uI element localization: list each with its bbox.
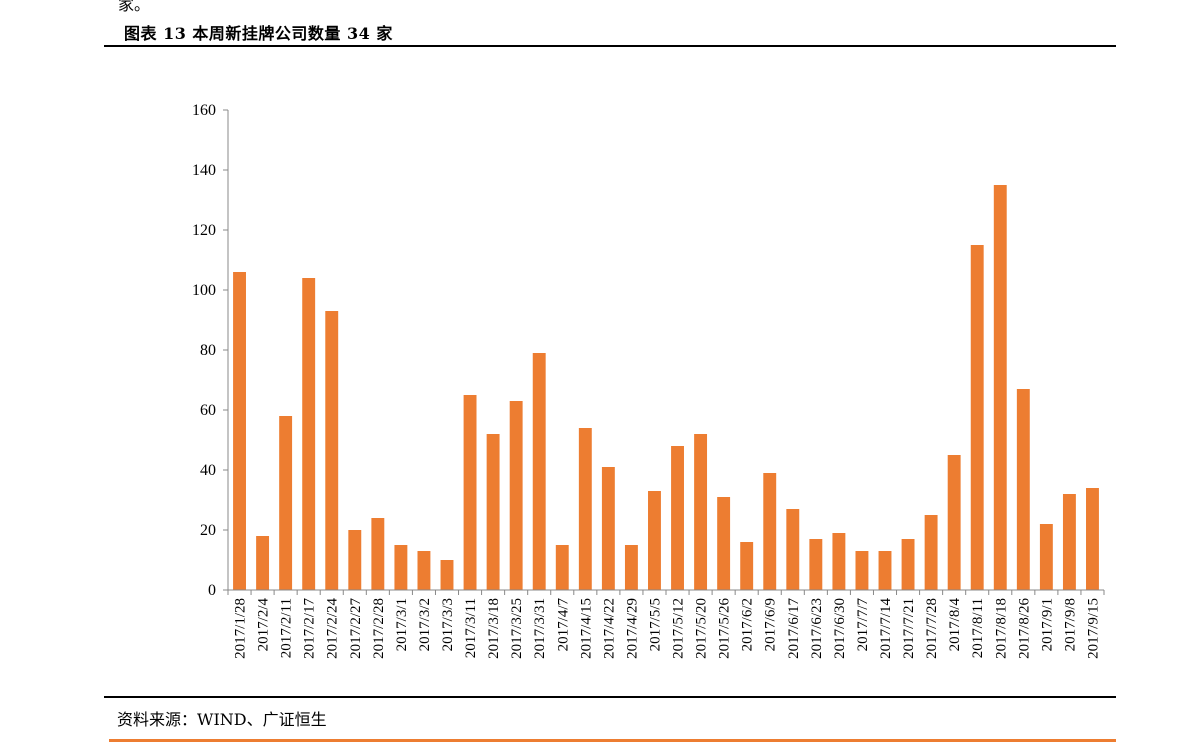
x-tick-label: 2017/3/18 (486, 598, 502, 659)
x-tick-label: 2017/2/28 (371, 598, 387, 659)
y-axis: 0 20 40 60 80 100 120 140 160 (192, 102, 229, 599)
bar (394, 545, 408, 590)
y-tick-label: 0 (208, 582, 216, 599)
bar (532, 353, 546, 590)
x-tick-label: 2017/3/2 (417, 598, 433, 651)
x-tick-label: 2017/6/9 (763, 598, 779, 651)
bar (648, 491, 661, 590)
bar (763, 473, 777, 590)
bar (486, 434, 500, 590)
bars (233, 185, 1099, 590)
bar (855, 551, 869, 590)
x-tick-label: 2017/4/22 (601, 598, 617, 659)
bar (924, 515, 938, 590)
bar (578, 428, 592, 590)
bar (624, 545, 638, 590)
y-tick-label: 140 (192, 162, 216, 179)
figure-title: 图表 13 本周新挂牌公司数量 34 家 (124, 24, 393, 43)
x-tick-label: 2017/5/5 (647, 598, 663, 651)
x-tick-label: 2017/6/2 (740, 598, 756, 651)
preceding-text-fragment: 家。 (118, 0, 151, 14)
bar (417, 551, 431, 590)
x-tick-label: 2017/5/20 (694, 598, 710, 659)
x-tick-label: 2017/2/4 (256, 598, 272, 652)
x-tick-label: 2017/1/28 (233, 598, 249, 659)
bar (555, 545, 569, 590)
bar (694, 434, 708, 590)
bar (1062, 494, 1076, 590)
x-tick-label: 2017/2/17 (302, 598, 318, 659)
bar (993, 185, 1007, 590)
bar (878, 551, 892, 590)
title-rule (104, 45, 1116, 47)
x-tick-label: 2017/7/21 (901, 598, 917, 659)
x-tick-label: 2017/4/15 (578, 598, 594, 659)
x-tick-label: 2017/4/7 (555, 598, 571, 652)
y-tick-label: 60 (200, 402, 216, 419)
x-tick-label: 2017/3/31 (532, 598, 548, 659)
x-tick-label: 2017/2/24 (325, 598, 341, 659)
x-tick-label: 2017/7/14 (878, 598, 894, 659)
x-tick-label: 2017/7/28 (924, 598, 940, 659)
bar (279, 416, 293, 590)
y-tick-label: 120 (192, 222, 216, 239)
x-tick-label: 2017/8/11 (970, 598, 986, 658)
bar (348, 530, 362, 590)
bar (671, 446, 684, 590)
x-tick-label: 2017/3/25 (509, 598, 525, 659)
x-tick-label: 2017/3/3 (440, 598, 456, 651)
x-tick-label: 2017/5/12 (671, 598, 687, 659)
source-note: 资料来源：WIND、广证恒生 (117, 710, 327, 729)
x-tick-label: 2017/7/7 (855, 598, 871, 652)
footer-accent-rule (109, 739, 1116, 742)
bar (463, 395, 477, 590)
bar (1016, 389, 1030, 590)
x-tick-label: 2017/6/17 (786, 598, 802, 659)
x-tick-label: 2017/9/1 (1039, 598, 1055, 651)
bar (786, 509, 800, 590)
bar (440, 560, 454, 590)
x-tick-label: 2017/6/23 (809, 598, 825, 659)
bar (947, 455, 961, 590)
x-tick-label: 2017/6/30 (832, 598, 848, 659)
x-tick-label: 2017/4/29 (624, 598, 640, 659)
y-tick-label: 80 (200, 342, 216, 359)
y-tick-label: 20 (200, 522, 216, 539)
y-tick-label: 160 (192, 102, 216, 119)
x-tick-label: 2017/8/26 (1016, 598, 1032, 659)
x-tick-label: 2017/9/15 (1085, 598, 1101, 659)
x-tick-label: 2017/3/11 (463, 598, 479, 658)
bar (1039, 524, 1053, 590)
source-rule (104, 696, 1116, 698)
y-tick-label: 40 (200, 462, 216, 479)
bar (832, 533, 846, 590)
x-tick-label: 2017/8/4 (947, 598, 963, 652)
x-tick-label: 2017/2/27 (348, 598, 364, 659)
bar (233, 272, 246, 590)
x-tick-label: 2017/2/11 (279, 598, 295, 658)
bar (371, 518, 385, 590)
bar (970, 245, 984, 590)
bar (601, 467, 615, 590)
bar (509, 401, 523, 590)
bar (809, 539, 823, 590)
bar (901, 539, 915, 590)
bar (302, 278, 316, 590)
y-tick-label: 100 (192, 282, 216, 299)
bar (1086, 488, 1099, 590)
x-tick-label: 2017/5/26 (717, 598, 733, 659)
x-axis: 2017/1/28 2017/2/4 2017/2/11 2017/2/17 2017/… (227, 589, 1105, 659)
x-tick-label: 2017/9/8 (1062, 598, 1078, 651)
bar (740, 542, 754, 590)
x-tick-label: 2017/3/1 (394, 598, 410, 651)
x-tick-label: 2017/8/18 (993, 598, 1009, 659)
bar (256, 536, 270, 590)
bar (325, 311, 339, 590)
bar (717, 497, 731, 590)
